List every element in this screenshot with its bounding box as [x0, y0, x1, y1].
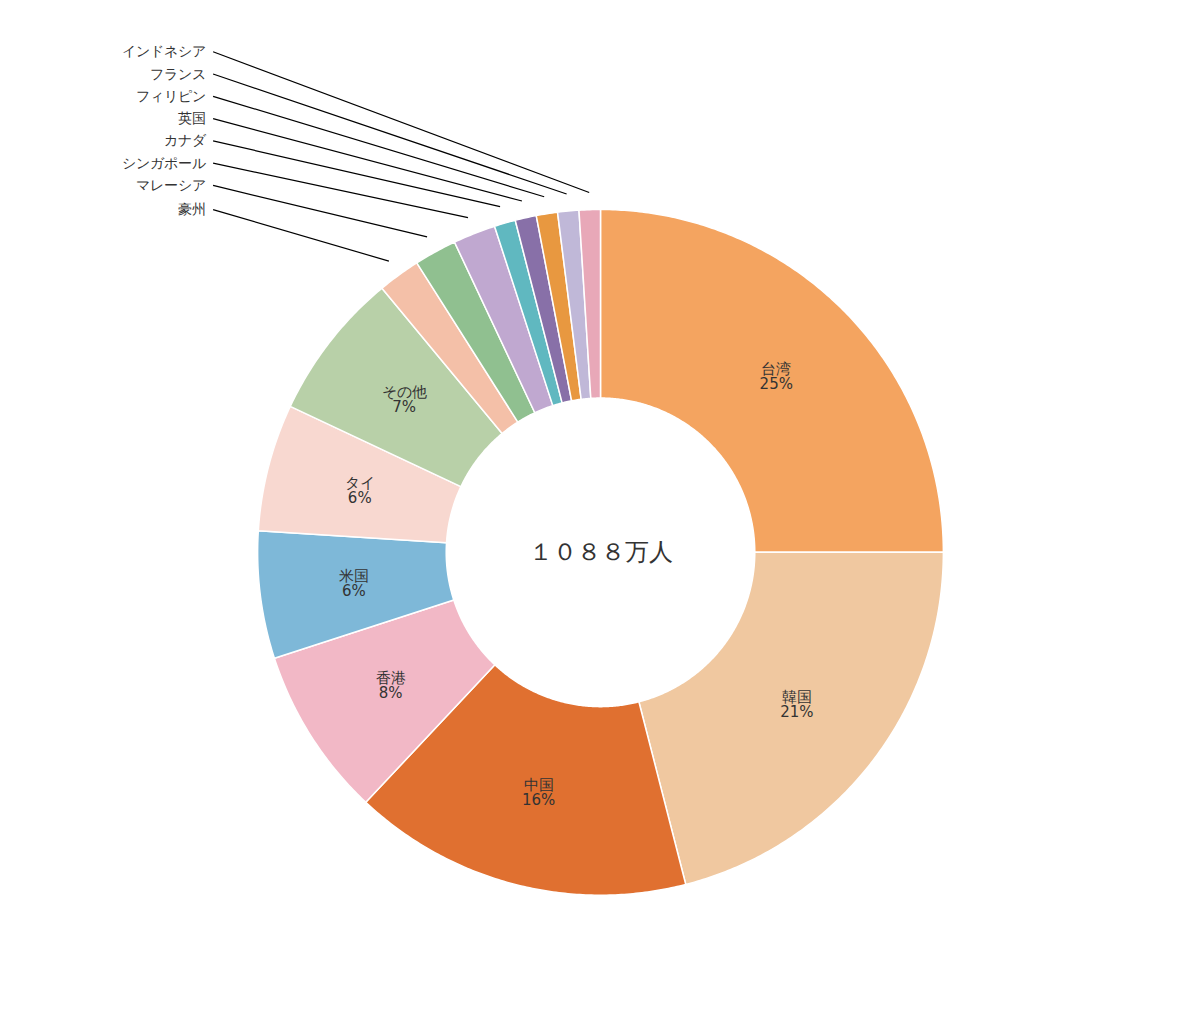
svg-text:マレーシア: マレーシア	[136, 177, 206, 193]
svg-text:英国: 英国	[178, 110, 206, 126]
svg-text:米国6%: 米国6%	[339, 567, 369, 600]
svg-text:台湾25%: 台湾25%	[760, 360, 793, 393]
svg-text:香港8%: 香港8%	[376, 669, 406, 702]
svg-text:フィリピン: フィリピン	[136, 88, 206, 104]
svg-text:１０８８万人: １０８８万人	[529, 538, 673, 566]
svg-text:カナダ: カナダ	[164, 132, 207, 148]
svg-text:豪州: 豪州	[178, 201, 206, 217]
svg-text:シンガポール: シンガポール	[122, 155, 206, 171]
svg-text:中国16%: 中国16%	[522, 776, 555, 809]
svg-text:韓国21%: 韓国21%	[780, 688, 813, 721]
svg-text:その他7%: その他7%	[382, 383, 427, 416]
svg-text:フランス: フランス	[150, 66, 206, 82]
svg-text:タイ6%: タイ6%	[345, 474, 375, 507]
svg-text:インドネシア: インドネシア	[122, 43, 206, 59]
